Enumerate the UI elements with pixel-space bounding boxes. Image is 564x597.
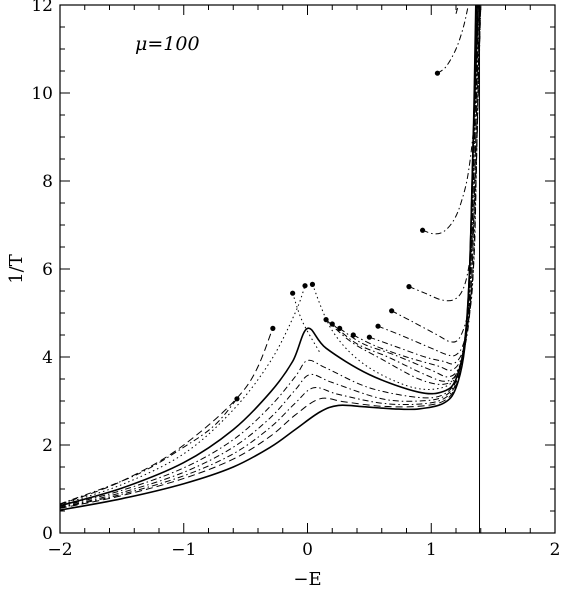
series-endpoint-marker-15: [350, 332, 356, 338]
series-line-2: [60, 5, 477, 509]
axis-ticks: [59, 4, 556, 534]
series-line-21: [437, 5, 469, 74]
y-axis-label: 1/T: [6, 254, 27, 284]
markers-layer: [234, 70, 441, 402]
series-line-4: [60, 5, 478, 508]
x-tick-label: 2: [550, 540, 561, 560]
series-line-22: [455, 5, 459, 14]
series-line-14: [339, 5, 479, 378]
y-tick-label: 0: [42, 524, 53, 544]
series-endpoint-marker-10: [290, 290, 296, 296]
y-tick-label: 12: [31, 0, 53, 16]
series-line-5: [60, 5, 478, 508]
series-endpoint-marker-9: [234, 396, 240, 402]
series-endpoint-marker-13: [329, 321, 335, 327]
series-line-9: [60, 398, 238, 505]
series-line-17: [377, 5, 481, 357]
series-endpoint-marker-19: [406, 284, 412, 290]
plot-frame: [59, 4, 556, 534]
series-line-18: [391, 5, 482, 343]
series-endpoint-marker-16: [366, 334, 372, 340]
series-line-6: [60, 5, 480, 507]
y-tick-label: 2: [42, 436, 53, 456]
series-line-7: [60, 285, 306, 506]
y-tick-label: 10: [31, 84, 53, 104]
series-line-8: [60, 328, 274, 505]
series-line-11: [311, 5, 479, 390]
series-endpoint-marker-20: [419, 227, 426, 233]
series-layer: [60, 5, 482, 511]
y-tick-label: 4: [42, 348, 53, 368]
series-endpoint-marker-14: [337, 325, 343, 331]
series-endpoint-marker-18: [389, 308, 395, 314]
x-tick-label: −1: [171, 540, 196, 560]
series-line-19: [408, 5, 482, 302]
series-line-3: [60, 5, 478, 509]
series-line-16: [369, 5, 481, 365]
series-line-10: [292, 293, 321, 353]
series-line-12: [325, 5, 479, 385]
series-endpoint-marker-11: [309, 281, 316, 287]
series-endpoint-marker-8: [270, 325, 276, 331]
series-line-13: [331, 5, 479, 382]
series-endpoint-marker-7: [302, 283, 308, 289]
series-line-15: [353, 5, 481, 371]
y-tick-label: 6: [42, 260, 53, 280]
x-axis-label: −E: [293, 569, 321, 590]
series-endpoint-marker-12: [323, 317, 329, 323]
series-endpoint-marker-21: [434, 70, 441, 76]
x-tick-label: 1: [426, 540, 437, 560]
mu-annotation: μ=100: [135, 33, 200, 55]
x-tick-label: 0: [302, 540, 313, 560]
series-line-1: [60, 5, 477, 511]
series-line-20: [422, 5, 482, 235]
x-tick-label: −2: [47, 540, 72, 560]
series-endpoint-marker-17: [375, 323, 381, 329]
y-tick-label: 8: [42, 172, 53, 192]
